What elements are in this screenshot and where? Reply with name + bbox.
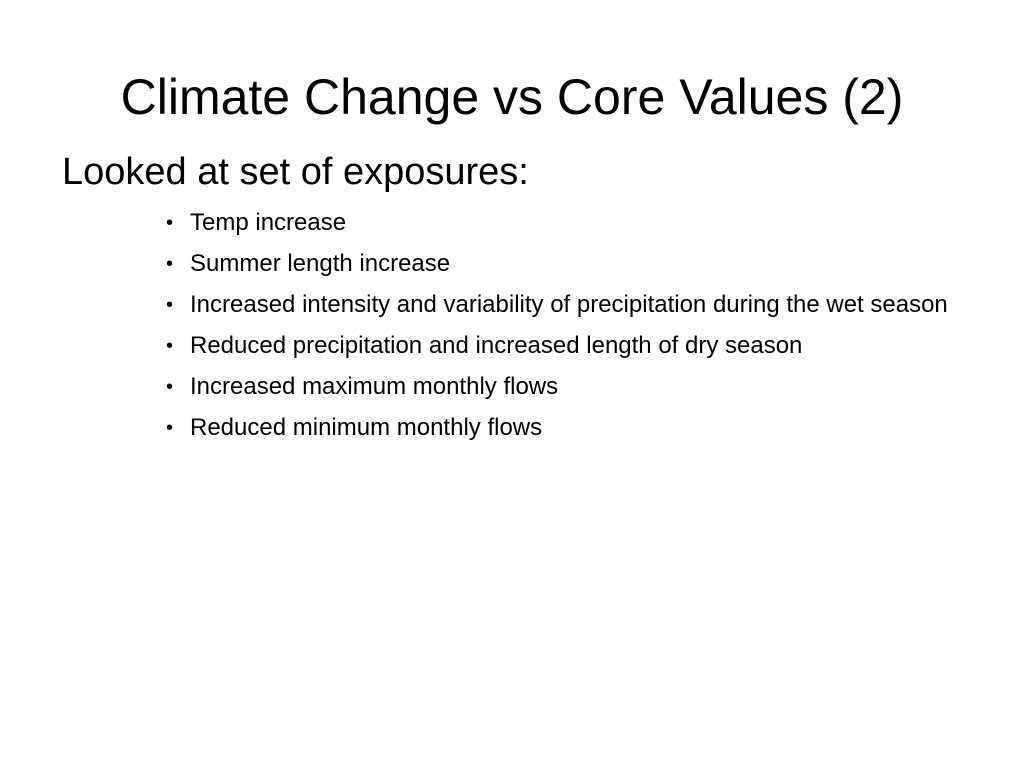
bullet-icon: • [166, 253, 174, 275]
bullet-item-wet-season-precipitation: • Increased intensity and variability of… [166, 288, 966, 322]
bullet-item-max-monthly-flows: • Increased maximum monthly flows [166, 370, 966, 404]
bullet-item-min-monthly-flows: • Reduced minimum monthly flows [166, 411, 966, 445]
bullet-text: Summer length increase [190, 250, 451, 277]
slide-subheading: Looked at set of exposures: [62, 151, 529, 193]
bullet-text: Increased intensity and variability of p… [190, 291, 948, 318]
slide-title: Climate Change vs Core Values (2) [120, 69, 904, 125]
bullet-icon: • [166, 212, 174, 234]
bullet-text: Reduced minimum monthly flows [190, 414, 543, 441]
bullet-icon: • [166, 335, 174, 357]
bullet-icon: • [166, 376, 174, 398]
bullet-icon: • [166, 417, 174, 439]
bullet-list: • Temp increase • Summer length increase… [166, 206, 966, 452]
bullet-text: Reduced precipitation and increased leng… [190, 332, 803, 359]
bullet-icon: • [166, 294, 174, 316]
bullet-text: Temp increase [190, 209, 347, 236]
bullet-item-dry-season: • Reduced precipitation and increased le… [166, 329, 966, 363]
bullet-item-temp-increase: • Temp increase [166, 206, 966, 240]
bullet-text: Increased maximum monthly flows [190, 373, 559, 400]
bullet-item-summer-length: • Summer length increase [166, 247, 966, 281]
